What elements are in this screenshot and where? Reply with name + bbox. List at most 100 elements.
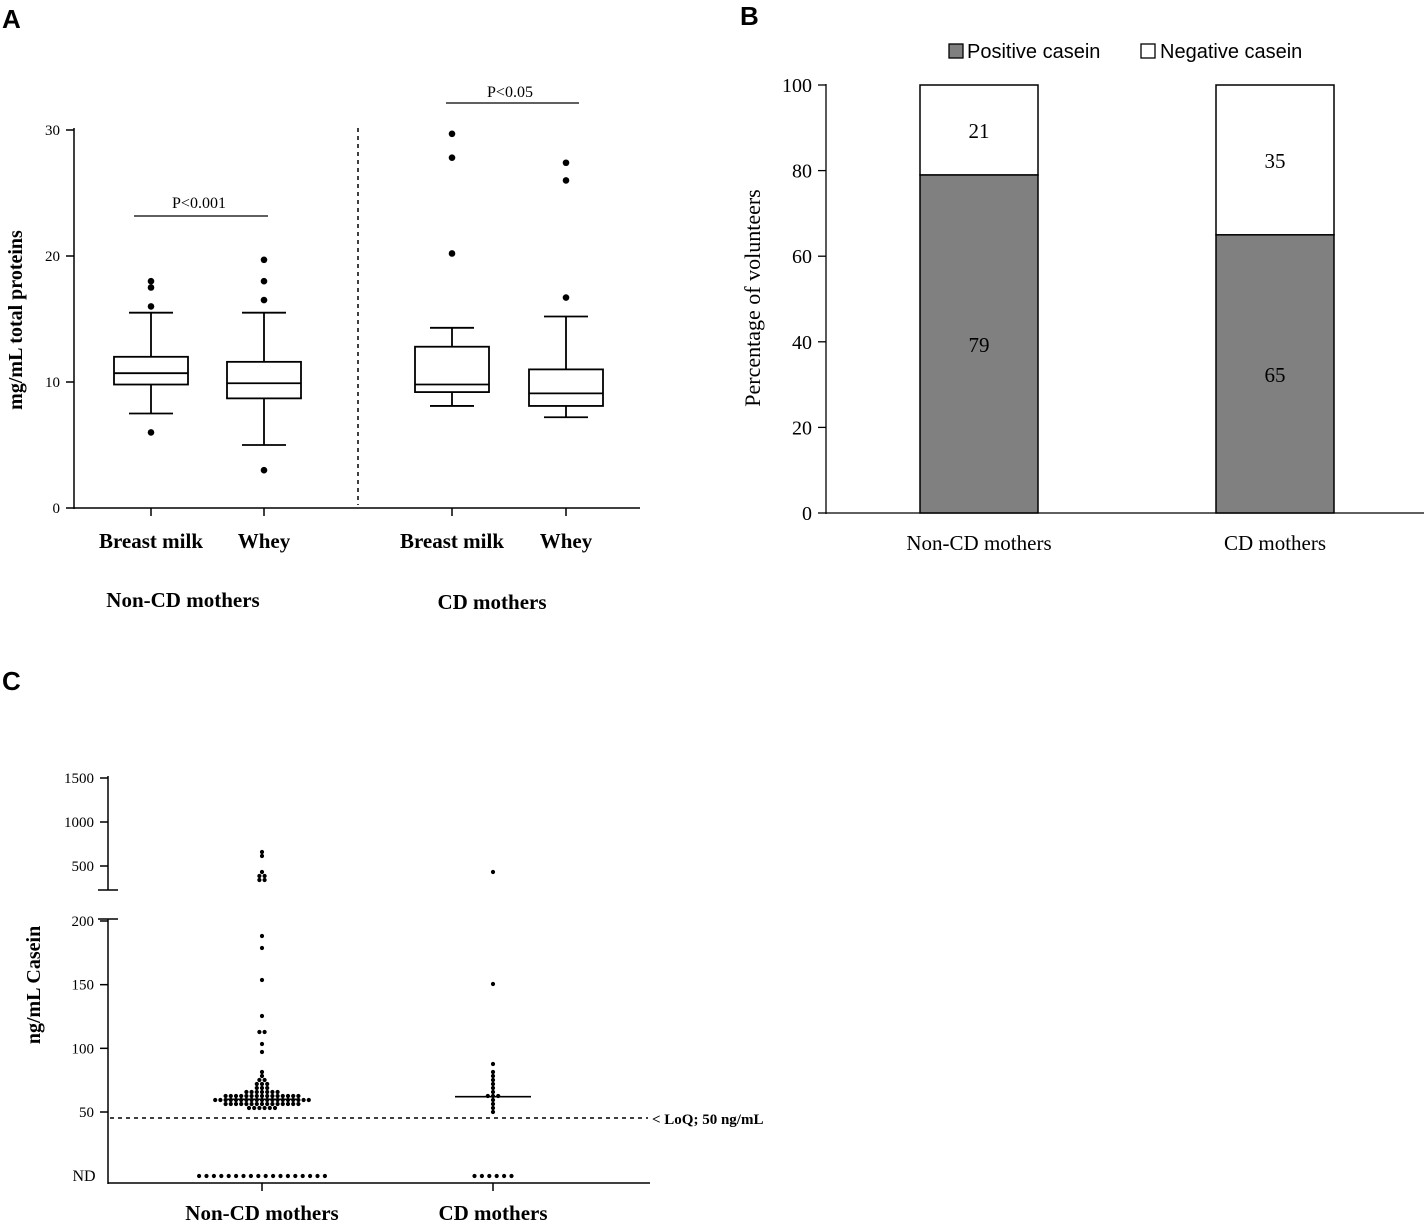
panel-c-axes [98, 776, 650, 1191]
data-point [490, 1085, 496, 1091]
data-point [490, 1089, 496, 1095]
data-point [254, 1081, 259, 1087]
panel-b-y-ticks: 0 20 40 60 80 100 [782, 75, 826, 525]
outlier-point [448, 250, 456, 257]
data-point [262, 1077, 267, 1083]
box-iqr [528, 368, 604, 407]
x-tick-label: Whey [540, 529, 593, 553]
box-plot [414, 130, 490, 407]
outlier-point [448, 154, 456, 162]
outlier-point [147, 429, 155, 436]
nd-point [315, 1173, 320, 1179]
data-point [259, 1049, 265, 1055]
outlier-point [147, 277, 155, 285]
nd-label: ND [72, 1168, 95, 1185]
data-point [218, 1097, 223, 1103]
data-point [228, 1093, 233, 1099]
p-value-label: P<0.05 [487, 84, 533, 101]
data-point [490, 981, 496, 987]
data-point [280, 1093, 285, 1099]
x-tick-label: Breast milk [99, 529, 203, 553]
nd-point [487, 1173, 492, 1179]
nd-point [278, 1173, 283, 1179]
data-point [233, 1093, 239, 1099]
data-point [272, 1105, 278, 1111]
legend-swatch-negative [1140, 43, 1156, 59]
data-point [254, 1085, 259, 1091]
nd-point [204, 1173, 209, 1179]
y-tick-label: 50 [79, 1105, 94, 1121]
data-point [259, 853, 265, 859]
data-point [257, 873, 262, 879]
data-point [259, 1041, 265, 1047]
y-tick-label: 20 [792, 417, 812, 439]
data-point [275, 1101, 280, 1107]
data-point [270, 1089, 275, 1095]
x-tick-label: Non-CD mothers [906, 531, 1051, 555]
x-tick-label: Non-CD mothers [185, 1201, 338, 1225]
box-plot [528, 159, 604, 419]
data-point [257, 1029, 262, 1035]
nd-point [248, 1173, 253, 1179]
nd-point [502, 1173, 507, 1179]
nd-point [271, 1173, 276, 1179]
data-point [259, 849, 265, 855]
panel-b-y-axis-label: Percentage of volunteers [740, 189, 765, 406]
data-point [490, 1101, 496, 1107]
panel-a-y-axis-label: mg/mL total proteins [5, 230, 27, 410]
data-point [265, 1101, 270, 1107]
data-point [285, 1101, 291, 1107]
data-point [244, 1101, 249, 1107]
panel-b-letter: B [740, 1, 759, 31]
y-tick-label: 30 [45, 123, 60, 139]
nd-point [211, 1173, 216, 1179]
data-point [233, 1101, 239, 1107]
data-point [262, 1105, 267, 1111]
panel-c: C 50 100 150 200 500 1000 1500 ng/mL Casein ND… [2, 666, 763, 1225]
data-point [244, 1089, 249, 1095]
nd-point [263, 1173, 268, 1179]
panel-c-points [197, 849, 531, 1179]
data-point [259, 1069, 265, 1075]
data-point [223, 1093, 228, 1099]
data-point [259, 1081, 265, 1087]
nd-point [322, 1173, 327, 1179]
bar-value-label: 21 [969, 119, 990, 143]
data-point [259, 1085, 265, 1091]
panel-c-y-axis-label: ng/mL Casein [23, 926, 45, 1044]
data-point [490, 1061, 496, 1067]
data-point [296, 1093, 301, 1099]
data-point [265, 1089, 270, 1095]
nd-point [494, 1173, 499, 1179]
y-tick-label: 0 [53, 501, 61, 517]
data-point [490, 869, 496, 875]
nd-point [241, 1173, 246, 1179]
data-point [257, 1105, 262, 1111]
data-point [270, 1101, 275, 1107]
data-point [259, 1089, 265, 1095]
data-point [490, 1109, 496, 1115]
outlier-point [448, 130, 456, 138]
nd-point [219, 1173, 224, 1179]
outlier-point [260, 296, 268, 304]
data-point [280, 1101, 285, 1107]
y-tick-label: 100 [72, 1041, 95, 1057]
bar-value-label: 65 [1265, 363, 1286, 387]
data-point [213, 1097, 218, 1103]
nd-point [256, 1173, 261, 1179]
data-point [254, 1093, 259, 1099]
outlier-point [562, 177, 570, 184]
data-point [490, 1097, 496, 1103]
panel-c-y-ticks: 50 100 150 200 500 1000 1500 [64, 771, 108, 1121]
x-tick-label: CD mothers [1224, 531, 1326, 555]
outlier-point [562, 159, 570, 167]
data-point [275, 1093, 280, 1099]
data-point [252, 1105, 257, 1111]
bar-negative-casein [1215, 84, 1335, 236]
data-point [259, 1013, 265, 1019]
legend-label-positive: Positive casein [967, 41, 1100, 63]
data-point [249, 1089, 254, 1095]
series-non-cd [197, 849, 327, 1179]
x-tick-label: CD mothers [438, 1201, 547, 1225]
data-point [257, 877, 262, 883]
